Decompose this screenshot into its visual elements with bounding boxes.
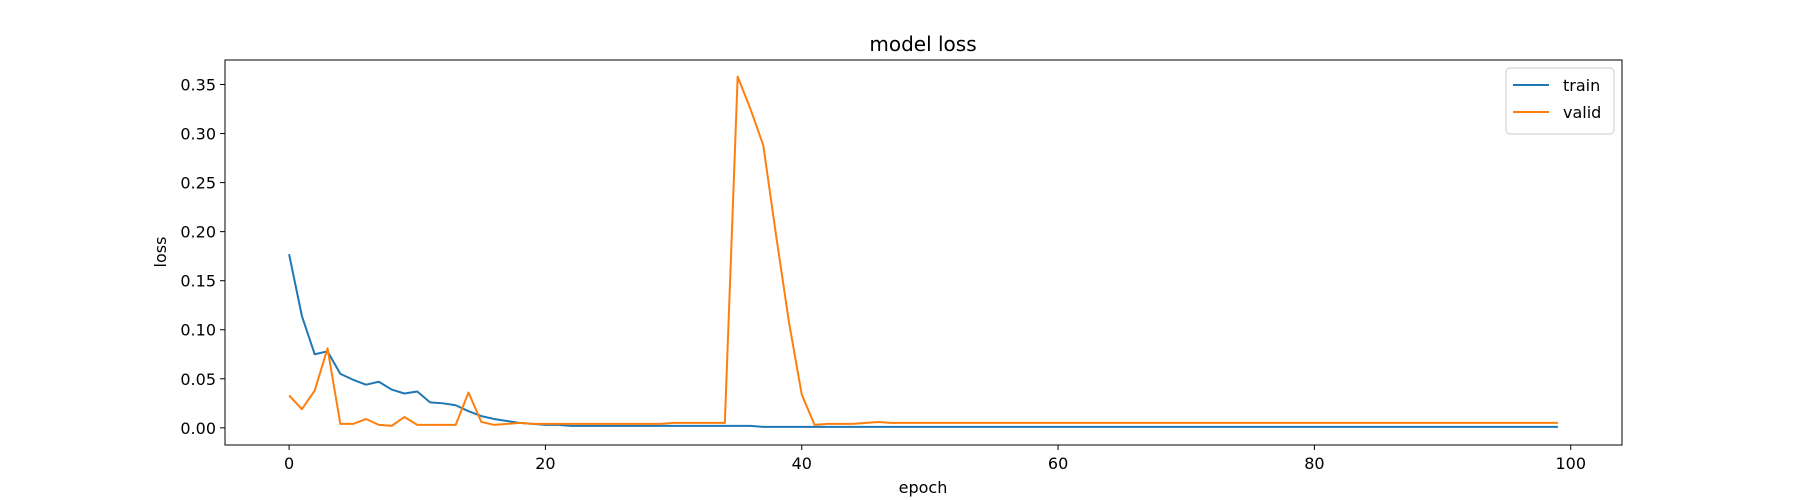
y-tick-label: 0.25	[180, 174, 216, 193]
y-tick-label: 0.35	[180, 76, 216, 95]
y-tick-label: 0.30	[180, 125, 216, 144]
y-axis-label: loss	[151, 237, 170, 268]
chart-title: model loss	[869, 32, 976, 56]
x-tick-label: 0	[284, 454, 294, 473]
y-tick-label: 0.00	[180, 419, 216, 438]
y-axis: 0.00 0.05 0.10 0.15 0.20 0.25 0.30 0.35	[180, 76, 225, 438]
x-tick-label: 20	[535, 454, 555, 473]
legend: train valid	[1505, 67, 1615, 135]
plot-frame	[224, 59, 1623, 446]
y-tick-label: 0.10	[180, 321, 216, 340]
legend-label-valid: valid	[1563, 103, 1601, 122]
plot-area	[288, 75, 1558, 428]
x-axis-label: epoch	[899, 478, 948, 497]
x-tick-label: 40	[792, 454, 812, 473]
y-tick-label: 0.05	[180, 370, 216, 389]
series-line-valid	[288, 75, 1558, 427]
series-line-train	[288, 254, 1558, 428]
x-tick-label: 80	[1304, 454, 1324, 473]
x-axis: 0 20 40 60 80 100	[284, 445, 1586, 473]
x-tick-label: 100	[1555, 454, 1586, 473]
legend-label-train: train	[1563, 76, 1600, 95]
y-tick-label: 0.15	[180, 272, 216, 291]
y-tick-label: 0.20	[180, 223, 216, 242]
x-tick-label: 60	[1048, 454, 1068, 473]
